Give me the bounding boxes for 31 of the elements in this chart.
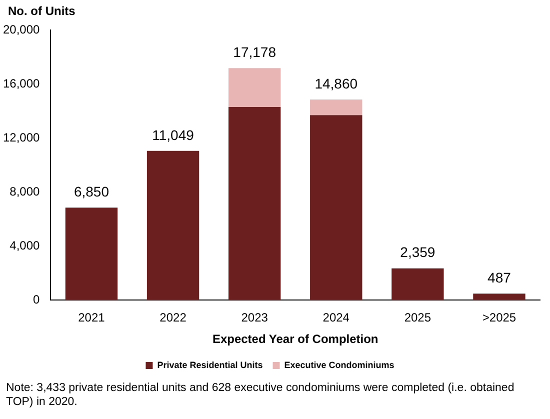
total-label: 2,359 [400,244,436,260]
bar [310,115,362,300]
total-label: 487 [488,269,512,286]
total-label: 17,178 [233,44,276,60]
x-axis-title: Expected Year of Completion [212,332,378,346]
x-tick-label: >2025 [482,310,516,325]
bar [228,107,281,300]
x-tick-label: 2023 [241,310,268,325]
y-axis-title: No. of Units [8,4,76,18]
total-label: 14,860 [314,75,358,92]
legend-label: Private Residential Units [157,360,263,370]
y-tick-label: 20,000 [3,22,40,36]
bar [473,294,526,300]
legend-label: Executive Condominiums [284,360,394,370]
x-tick-label: 2025 [404,310,432,325]
bar [310,99,362,116]
x-tick-label: 2024 [322,310,350,325]
bar [228,68,281,108]
y-tick-label: 16,000 [3,76,40,90]
y-tick-label: 8,000 [10,184,40,198]
bar [65,208,118,300]
total-label: 6,850 [74,184,110,200]
y-tick-label: 12,000 [3,130,40,144]
text: Note: 3,433 private residential units and 628 executive condominiums were completed (i.e. obtained TOP) in 2020. [6,381,516,409]
x-tick-label: 2021 [78,310,106,325]
y-tick-label: 0 [33,292,40,307]
total-label: 11,049 [152,126,194,143]
bar [146,150,200,300]
y-tick-label: 4,000 [10,238,40,252]
bar [392,268,444,300]
x-tick-label: 2022 [160,310,187,325]
